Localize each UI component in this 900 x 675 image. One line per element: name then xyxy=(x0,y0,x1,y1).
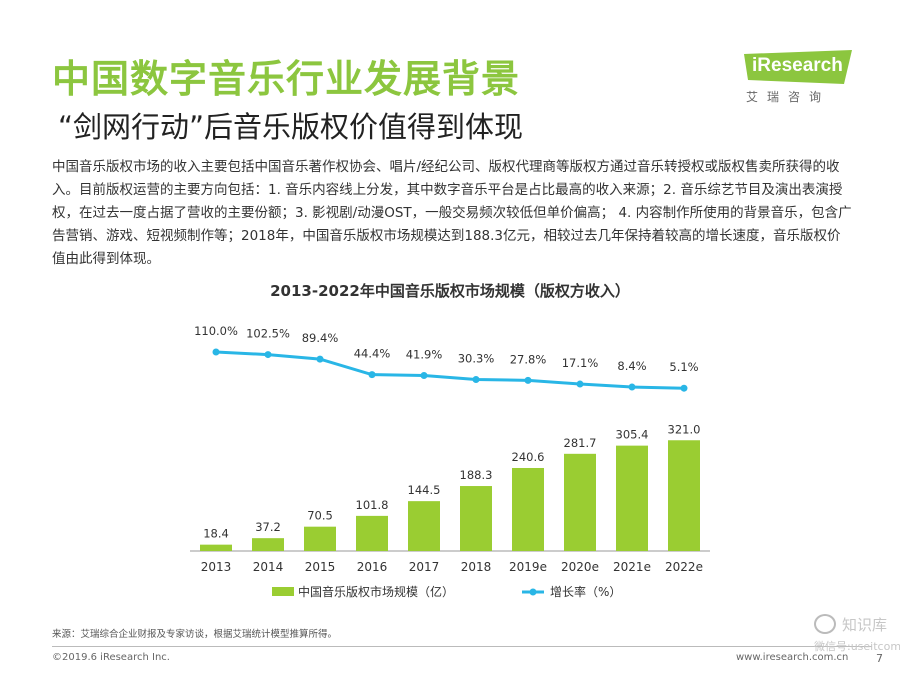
growth-label-2019e: 27.8% xyxy=(510,352,547,366)
growth-label-2013: 110.0% xyxy=(194,324,238,338)
bar-2013 xyxy=(200,544,232,551)
bar-2020e xyxy=(564,453,596,551)
source-note: 来源：艾瑞综合企业财报及专家访谈，根据艾瑞统计模型推算所得。 xyxy=(52,629,338,640)
bar-label-2014: 37.2 xyxy=(255,520,281,534)
bar-2016 xyxy=(356,515,388,551)
x-tick-2016: 2016 xyxy=(357,560,388,574)
growth-label-2021e: 8.4% xyxy=(617,359,646,373)
x-tick-2021e: 2021e xyxy=(613,560,651,574)
growth-label-2018: 30.3% xyxy=(458,351,495,365)
growth-label-2016: 44.4% xyxy=(354,347,391,361)
bar-2014 xyxy=(252,538,284,551)
page-subtitle: “剑网行动”后音乐版权价值得到体现 xyxy=(58,110,524,144)
bar-label-2022e: 321.0 xyxy=(668,422,701,436)
legend-line-marker xyxy=(529,588,537,596)
iresearch-logo: iResearch 艾瑞咨询 xyxy=(744,50,864,105)
legend-line-label: 增长率（%） xyxy=(550,584,621,599)
growth-point-2018 xyxy=(472,375,480,383)
growth-point-2013 xyxy=(212,348,220,356)
growth-point-2014 xyxy=(264,351,272,359)
bar-2022e xyxy=(668,440,700,551)
bar-2018 xyxy=(460,486,492,551)
growth-point-2015 xyxy=(316,355,324,363)
page-title: 中国数字音乐行业发展背景 xyxy=(52,57,521,101)
bar-label-2018: 188.3 xyxy=(460,468,493,482)
growth-label-2022e: 5.1% xyxy=(669,360,698,374)
bar-label-2016: 101.8 xyxy=(356,498,389,512)
copyright: ©2019.6 iResearch Inc. xyxy=(52,652,170,663)
x-tick-2017: 2017 xyxy=(409,560,440,574)
footer-divider xyxy=(52,646,872,647)
legend-bar-swatch xyxy=(272,587,294,596)
market-size-chart: 18.4 2013 37.2 2014 70.5 2015 101.8 2016 144.5 20… xyxy=(190,324,710,599)
growth-point-2022e xyxy=(680,384,688,392)
bar-2021e xyxy=(616,445,648,551)
bar-label-2017: 144.5 xyxy=(408,483,441,497)
chart-title: 2013-2022年中国音乐版权市场规模（版权方收入） xyxy=(270,282,630,300)
growth-point-2016 xyxy=(368,371,376,379)
growth-label-2017: 41.9% xyxy=(406,347,443,361)
logo-wordmark: iResearch xyxy=(752,55,843,76)
description-paragraph: 中国音乐版权市场的收入主要包括中国音乐著作权协会、唱片/经纪公司、版权代理商等版… xyxy=(52,159,852,267)
x-tick-2015: 2015 xyxy=(305,560,336,574)
growth-label-2014: 102.5% xyxy=(246,327,290,341)
bar-label-2019e: 240.6 xyxy=(512,450,545,464)
bar-label-2015: 70.5 xyxy=(307,509,333,523)
growth-rate-line xyxy=(215,350,685,390)
page-number: 7 xyxy=(876,652,883,665)
x-tick-2019e: 2019e xyxy=(509,560,547,574)
watermark-name: 知识库 xyxy=(842,616,888,634)
growth-label-2015: 89.4% xyxy=(302,331,339,345)
x-tick-2022e: 2022e xyxy=(665,560,703,574)
growth-point-2017 xyxy=(420,371,428,379)
growth-point-2020e xyxy=(576,380,584,388)
growth-point-2021e xyxy=(628,383,636,391)
website-link[interactable]: www.iresearch.com.cn xyxy=(736,652,849,663)
x-tick-2020e: 2020e xyxy=(561,560,599,574)
bar-label-2020e: 281.7 xyxy=(564,436,597,450)
bar-2017 xyxy=(408,501,440,551)
bar-2015 xyxy=(304,526,336,551)
bar-label-2013: 18.4 xyxy=(203,527,229,541)
x-tick-2018: 2018 xyxy=(461,560,492,574)
x-tick-2013: 2013 xyxy=(201,560,232,574)
logo-subtitle: 艾瑞咨询 xyxy=(746,90,831,104)
bar-label-2021e: 305.4 xyxy=(616,428,649,442)
bar-2019e xyxy=(512,467,544,551)
growth-label-2020e: 17.1% xyxy=(562,356,599,370)
wechat-icon xyxy=(814,614,836,634)
growth-point-2019e xyxy=(524,376,532,384)
watermark-id: 微信号:useitcomcn xyxy=(814,640,900,653)
legend-bar-label: 中国音乐版权市场规模（亿） xyxy=(298,584,454,599)
logo-badge-shape xyxy=(744,50,852,84)
x-tick-2014: 2014 xyxy=(253,560,284,574)
watermark: 知识库 微信号:useitcomcn xyxy=(814,612,900,656)
